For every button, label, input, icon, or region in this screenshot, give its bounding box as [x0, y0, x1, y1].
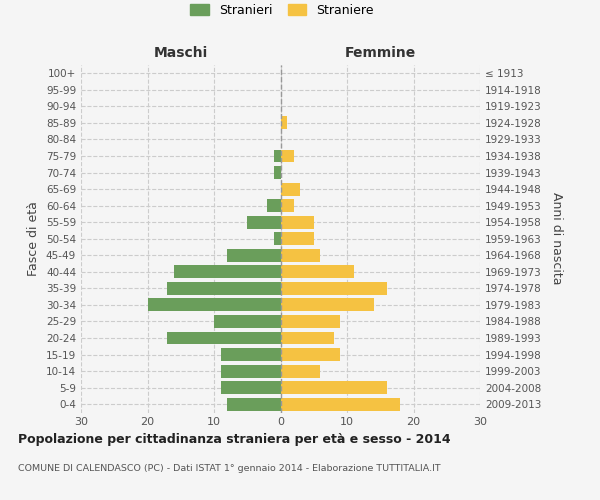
Bar — [281, 232, 314, 245]
Bar — [227, 398, 281, 410]
Bar — [167, 332, 281, 344]
Bar — [281, 315, 340, 328]
Bar — [281, 150, 294, 162]
Bar — [274, 166, 281, 179]
Bar — [281, 249, 320, 262]
Bar — [221, 364, 281, 378]
Text: Maschi: Maschi — [154, 46, 208, 60]
Bar — [274, 232, 281, 245]
Text: Femmine: Femmine — [344, 46, 416, 60]
Legend: Stranieri, Straniere: Stranieri, Straniere — [190, 4, 374, 17]
Bar — [281, 364, 320, 378]
Bar — [221, 348, 281, 361]
Bar — [281, 298, 374, 312]
Bar — [281, 266, 353, 278]
Bar — [221, 381, 281, 394]
Bar — [148, 298, 281, 312]
Bar — [281, 381, 387, 394]
Bar — [227, 249, 281, 262]
Y-axis label: Fasce di età: Fasce di età — [28, 202, 40, 276]
Bar — [281, 116, 287, 130]
Bar — [274, 150, 281, 162]
Bar — [167, 282, 281, 295]
Text: COMUNE DI CALENDASCO (PC) - Dati ISTAT 1° gennaio 2014 - Elaborazione TUTTITALIA: COMUNE DI CALENDASCO (PC) - Dati ISTAT 1… — [18, 464, 440, 473]
Bar — [267, 199, 281, 212]
Bar — [281, 332, 334, 344]
Bar — [281, 348, 340, 361]
Text: Popolazione per cittadinanza straniera per età e sesso - 2014: Popolazione per cittadinanza straniera p… — [18, 432, 451, 446]
Bar — [281, 216, 314, 228]
Bar — [214, 315, 281, 328]
Bar — [281, 398, 400, 410]
Bar — [281, 199, 294, 212]
Bar — [174, 266, 281, 278]
Bar — [247, 216, 281, 228]
Bar — [281, 282, 387, 295]
Y-axis label: Anni di nascita: Anni di nascita — [550, 192, 563, 285]
Bar — [281, 182, 301, 196]
